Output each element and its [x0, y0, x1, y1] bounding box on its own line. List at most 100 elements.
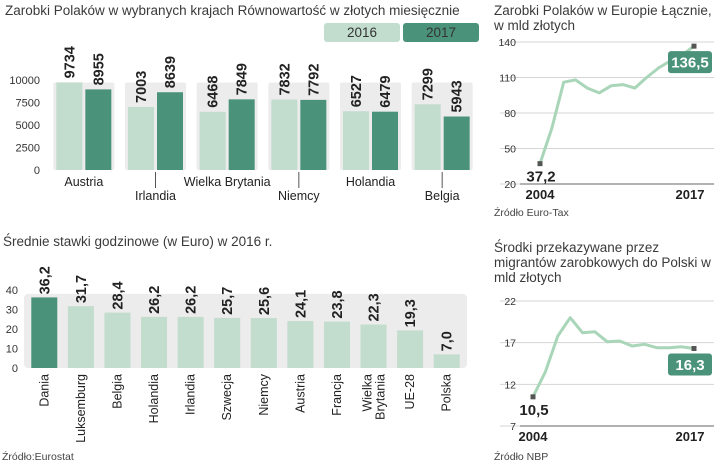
chart4-title: Środki przekazywane przez migrantów zaro…	[494, 240, 711, 285]
chart2-value-label: 22,3	[367, 293, 383, 321]
chart2-bar	[250, 318, 277, 368]
chart4-ytick-label: 7	[510, 421, 516, 433]
chart3-point-marker	[691, 43, 697, 49]
chart1-bar-2016	[56, 82, 83, 170]
chart2-title: Średnie stawki godzinowe (w Euro) w 2016…	[3, 234, 273, 249]
chart2-value-label: 24,1	[293, 290, 309, 318]
chart2-bar	[360, 324, 387, 368]
chart1-value-label: 7849	[235, 63, 251, 95]
chart2-category-label: Irlandia	[184, 374, 198, 415]
chart4-ytick-label: 12	[504, 379, 516, 391]
chart1-ytick-label: 10000	[9, 75, 40, 87]
chart4-x-label-start: 2004	[519, 429, 549, 444]
chart1-value-label: 9734	[62, 46, 78, 78]
chart1-value-label: 7792	[306, 64, 322, 96]
chart3-start-label: 37,2	[526, 169, 555, 186]
chart1-bar-2017	[228, 99, 255, 170]
chart1-category-label: Irlandia	[135, 189, 176, 203]
chart2-bar	[323, 321, 350, 368]
chart1-category-label: Wielka Brytania	[184, 175, 271, 189]
legend-label-2017: 2017	[425, 25, 457, 40]
chart4-source: Źródło NBP	[494, 451, 549, 463]
chart1-bar-2016	[343, 111, 369, 170]
chart2-category-label: Belgia	[110, 374, 124, 409]
chart2-category-label: Niemcy	[257, 373, 271, 415]
chart1-ytick-label: 5000	[16, 120, 40, 132]
chart1-category-label: Holandia	[346, 175, 395, 189]
chart1-value-label: 6468	[206, 76, 222, 108]
chart2-value-label: 7,0	[440, 331, 456, 351]
chart2-category-label: Wielka	[361, 374, 375, 412]
chart4-ytick-label: 17	[504, 338, 516, 350]
chart2-value-label: 25,7	[220, 287, 236, 315]
chart2-bar	[104, 312, 131, 368]
chart1-value-label: 6527	[349, 75, 365, 107]
chart3-end-label: 136,5	[671, 55, 709, 72]
chart1-value-label: 8955	[91, 53, 107, 85]
chart1-bar-2017	[85, 89, 112, 170]
chart2-ytick-label: 40	[6, 285, 18, 297]
chart2-bar	[214, 317, 241, 368]
chart2-category-label: Dania	[37, 374, 51, 407]
chart3-ytick-label: 20	[504, 179, 516, 191]
chart4-start-label: 10,5	[519, 402, 548, 419]
chart1-value-label: 7299	[421, 68, 437, 100]
chart1-value-label: 8639	[163, 56, 179, 88]
chart2-value-label: 19,3	[403, 299, 419, 327]
chart3-point-marker	[537, 161, 543, 167]
chart1-bar-2016	[414, 104, 441, 170]
chart2-band	[24, 293, 467, 368]
chart1-bar-2017	[300, 99, 327, 170]
chart4-ytick-label: 22	[504, 296, 516, 308]
chart1-category-label: Niemcy	[278, 189, 320, 203]
chart2-category-label: Polska	[440, 374, 454, 412]
chart1-value-label: 5943	[450, 80, 466, 112]
chart2-source: Źródło:Eurostat	[2, 451, 74, 463]
chart2-category-label: UE-28	[403, 374, 417, 409]
chart2-bar	[31, 297, 58, 368]
chart3-ytick-label: 140	[498, 37, 516, 49]
chart3-ytick-label: 110	[499, 73, 516, 85]
chart2-ytick-label: 20	[6, 324, 18, 336]
chart2-category-label: Szwecja	[220, 374, 234, 421]
chart2-bar	[397, 330, 424, 368]
chart3-x-label-end: 2017	[676, 187, 705, 202]
chart1-value-label: 7003	[134, 71, 150, 103]
chart1-bar-2016	[199, 111, 226, 170]
chart2-category-label: Luksemburg	[74, 374, 88, 443]
chart2-ytick-label: 0	[12, 363, 18, 375]
chart2-bar	[177, 316, 204, 368]
chart4-series-line	[531, 316, 695, 398]
legend-swatch-2016	[324, 23, 400, 42]
chart2-value-label: 31,7	[74, 275, 90, 303]
chart1-bar-2016	[128, 106, 154, 170]
chart2-bar	[433, 354, 460, 368]
chart2-category-label: Francja	[330, 374, 344, 416]
chart2-bar	[141, 316, 168, 368]
chart2-value-label: 28,4	[110, 281, 126, 309]
chart3-ytick-label: 50	[504, 144, 516, 156]
chart1-value-label: 6479	[378, 75, 394, 107]
chart1-bar-2017	[443, 116, 470, 170]
chart2-ytick-label: 30	[6, 305, 18, 317]
chart2-category-label: Holandia	[147, 374, 161, 423]
chart4-x-label-end: 2017	[676, 429, 705, 444]
chart3-source: Źródło Euro-Tax	[494, 207, 569, 219]
chart3-x-label-start: 2004	[526, 187, 556, 202]
chart2-value-label: 26,2	[184, 286, 200, 314]
chart2-value-label: 26,2	[147, 286, 163, 314]
chart2-value-label: 36,2	[37, 266, 53, 294]
chart1-bar-2017	[157, 92, 183, 170]
chart2-ytick-label: 10	[6, 344, 18, 356]
legend-label-2016: 2016	[346, 25, 378, 40]
chart3-ytick-label: 80	[504, 108, 516, 120]
chart1-ytick-label: 2500	[16, 143, 40, 155]
chart3-end-box	[668, 51, 712, 74]
chart1-ytick-label: 7500	[16, 98, 40, 110]
chart1-category-label: Austria	[64, 175, 103, 189]
chart1-bar-2017	[372, 111, 398, 170]
chart3-title: Zarobki Polaków w Europie Łącznie, w mld…	[494, 3, 712, 33]
chart4-end-box	[668, 353, 712, 376]
